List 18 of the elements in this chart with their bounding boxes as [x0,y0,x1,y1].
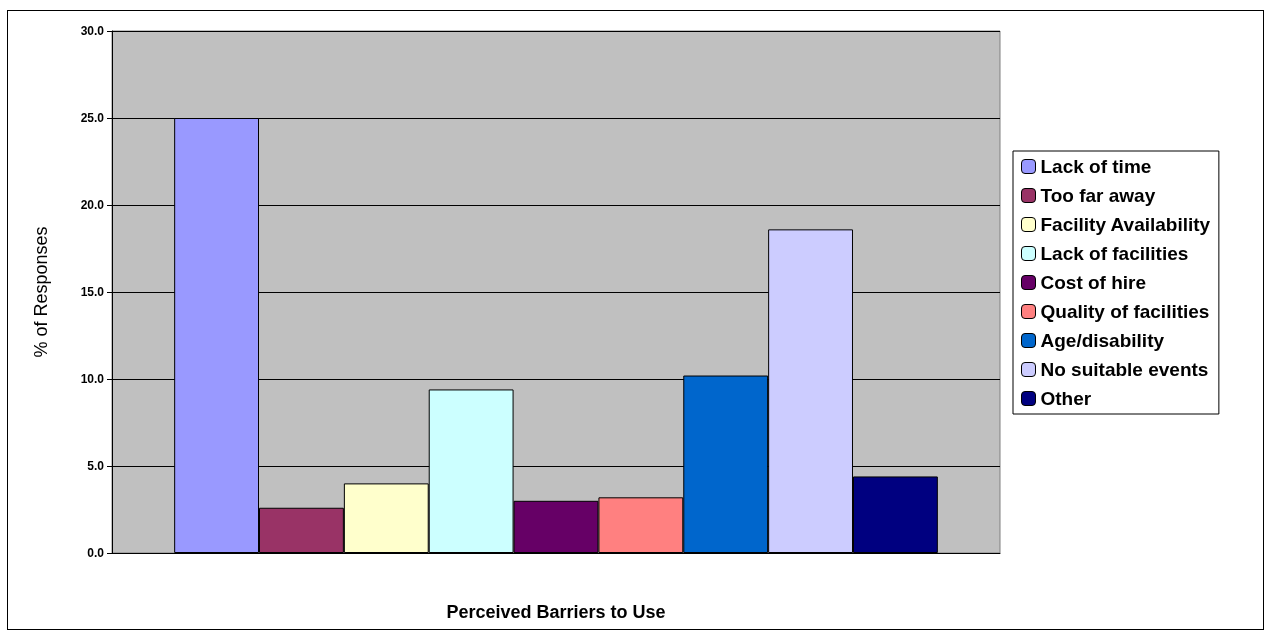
legend-label: Quality of facilities [1040,301,1210,322]
legend-label: Too far away [1040,185,1156,206]
y-tick-label: 20.0 [80,198,105,212]
legend-label: Facility Availability [1040,214,1211,235]
y-tick-label: 15.0 [80,285,105,299]
y-tick-label: 25.0 [80,111,105,125]
legend-label: Lack of time [1040,156,1152,177]
legend-label: Other [1040,388,1092,409]
legend-label: Age/disability [1040,330,1165,351]
y-tick-label: 30.0 [80,24,105,38]
y-tick-label: 5.0 [87,459,105,473]
legend-label: Lack of facilities [1040,243,1189,264]
y-axis-title: % of Responses [31,226,51,358]
x-axis-title: Perceived Barriers to Use [446,602,666,622]
legend-label: No suitable events [1040,359,1209,380]
y-tick-label: 0.0 [87,546,105,560]
y-tick-label: 10.0 [80,372,105,386]
legend-label: Cost of hire [1040,272,1147,293]
